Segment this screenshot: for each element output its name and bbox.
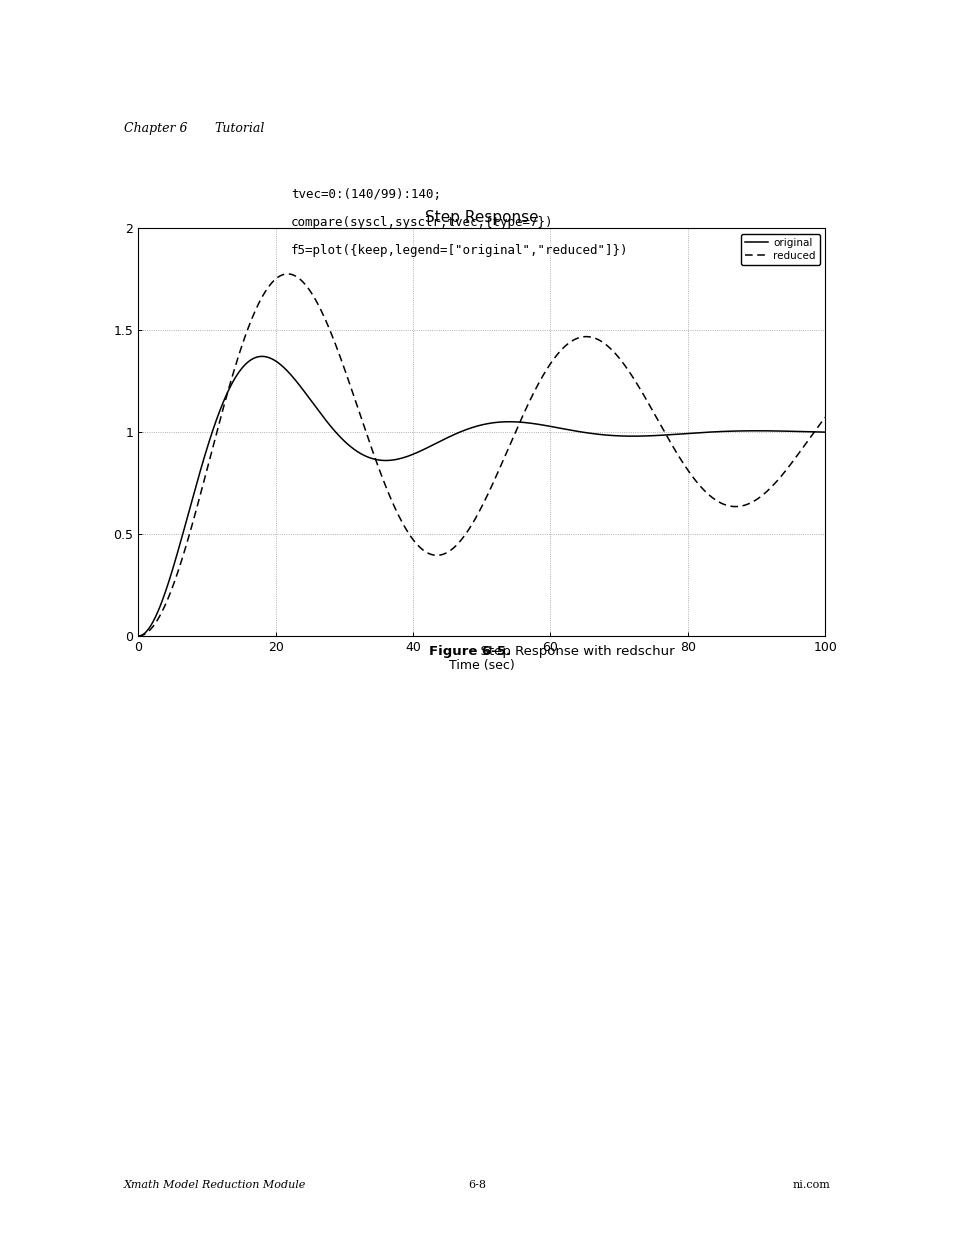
reduced <box>444 543 456 558</box>
Text: ni.com: ni.com <box>791 1181 829 1191</box>
reduced <box>310 294 321 309</box>
original <box>819 425 830 440</box>
reduced <box>253 294 265 309</box>
original <box>256 350 268 364</box>
original <box>253 350 265 364</box>
Text: Xmath Model Reduction Module: Xmath Model Reduction Module <box>124 1181 306 1191</box>
original <box>650 429 661 443</box>
Text: 6-8: 6-8 <box>468 1181 485 1191</box>
X-axis label: Time (sec): Time (sec) <box>449 659 514 672</box>
Text: Figure 6-5.: Figure 6-5. <box>429 645 511 657</box>
reduced <box>132 629 144 643</box>
original <box>132 629 144 643</box>
reduced <box>819 410 830 425</box>
original <box>310 400 321 415</box>
Text: Step Response with redschur: Step Response with redschur <box>472 645 674 657</box>
Text: tvec=0:(140/99):140;: tvec=0:(140/99):140; <box>291 188 440 200</box>
original <box>444 429 456 443</box>
Line: original: original <box>138 357 824 636</box>
Line: reduced: reduced <box>138 274 824 636</box>
Title: Step Response: Step Response <box>424 210 538 225</box>
original <box>538 417 550 432</box>
reduced <box>592 332 603 347</box>
Text: Chapter 6: Chapter 6 <box>124 122 188 135</box>
Text: compare(syscl,sysclr,tvec,{type=7}): compare(syscl,sysclr,tvec,{type=7}) <box>291 216 553 228</box>
reduced <box>650 410 661 425</box>
reduced <box>538 366 550 380</box>
Legend: original, reduced: original, reduced <box>740 233 820 266</box>
Text: f5=plot({keep,legend=["original","reduced"]}): f5=plot({keep,legend=["original","reduce… <box>291 245 628 257</box>
reduced <box>281 267 293 282</box>
Text: Tutorial: Tutorial <box>214 122 265 135</box>
original <box>592 427 603 442</box>
